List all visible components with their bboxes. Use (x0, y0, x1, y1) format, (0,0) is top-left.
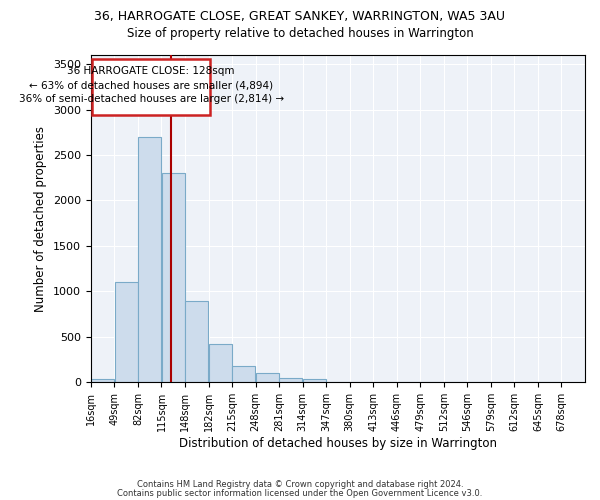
FancyBboxPatch shape (92, 58, 210, 115)
Bar (91, 378, 114, 382)
Bar (209, 344, 232, 383)
Text: ← 63% of detached houses are smaller (4,894): ← 63% of detached houses are smaller (4,… (29, 80, 273, 90)
Text: 36, HARROGATE CLOSE, GREAT SANKEY, WARRINGTON, WA5 3AU: 36, HARROGATE CLOSE, GREAT SANKEY, WARRI… (95, 10, 505, 23)
Bar (185, 302, 208, 382)
X-axis label: Distribution of detached houses by size in Warrington: Distribution of detached houses by size … (179, 437, 497, 450)
Text: Contains public sector information licensed under the Open Government Licence v3: Contains public sector information licen… (118, 489, 482, 498)
Bar (279, 378, 302, 382)
Text: 36 HARROGATE CLOSE: 128sqm: 36 HARROGATE CLOSE: 128sqm (67, 66, 235, 76)
Text: Size of property relative to detached houses in Warrington: Size of property relative to detached ho… (127, 28, 473, 40)
Bar (256, 374, 279, 382)
Bar (115, 282, 138, 382)
Bar (138, 137, 161, 382)
Bar (232, 366, 256, 382)
Y-axis label: Number of detached properties: Number of detached properties (34, 126, 47, 312)
Text: Contains HM Land Registry data © Crown copyright and database right 2024.: Contains HM Land Registry data © Crown c… (137, 480, 463, 489)
Bar (303, 379, 326, 382)
Bar (161, 173, 185, 382)
Text: 36% of semi-detached houses are larger (2,814) →: 36% of semi-detached houses are larger (… (19, 94, 284, 104)
